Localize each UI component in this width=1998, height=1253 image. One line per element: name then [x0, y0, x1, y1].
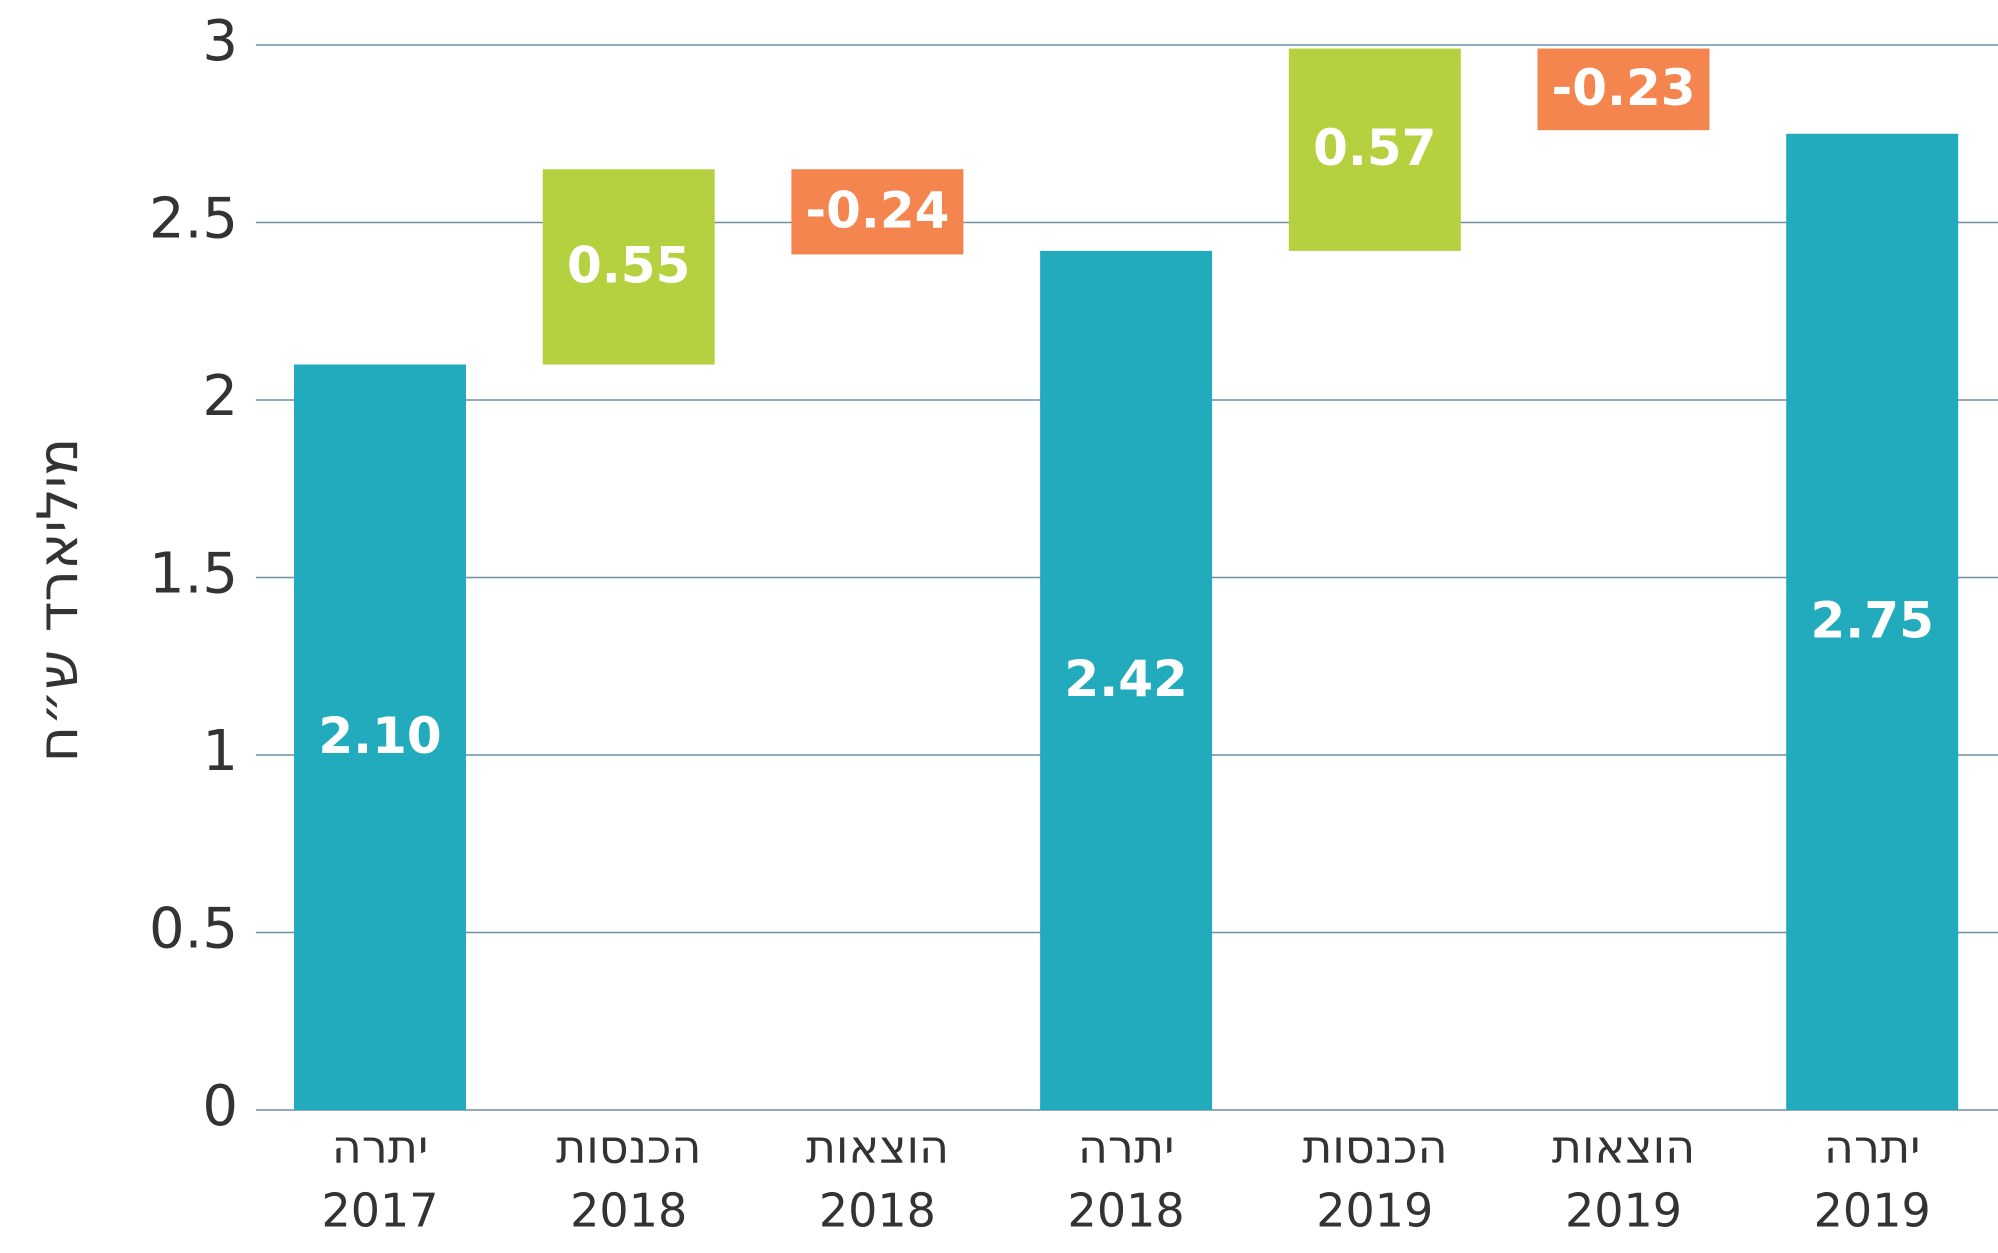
x-tick-label: 2018 — [819, 1184, 936, 1238]
x-tick-label: הכנסות — [1302, 1120, 1447, 1174]
x-tick-label: הוצאות — [1552, 1120, 1695, 1174]
x-tick-label: יתרה — [332, 1120, 429, 1174]
x-tick-label: 2018 — [1068, 1184, 1185, 1238]
y-tick-label: 1.5 — [149, 542, 238, 607]
bar — [1537, 48, 1710, 131]
x-tick-label: הוצאות — [806, 1120, 949, 1174]
x-tick-label: 2019 — [1565, 1184, 1682, 1238]
x-tick-label: 2019 — [1316, 1184, 1433, 1238]
x-tick-label: יתרה — [1824, 1120, 1921, 1174]
y-tick-label: 1 — [202, 719, 238, 784]
value-label: 0.55 — [567, 236, 690, 294]
value-label: -0.24 — [805, 181, 949, 239]
y-axis-label: מיליארד ש״ח — [26, 438, 91, 763]
y-tick-label: 2 — [202, 364, 238, 429]
value-label: 0.57 — [1313, 119, 1436, 177]
x-tick-label: 2018 — [570, 1184, 687, 1238]
value-label: 2.10 — [318, 707, 441, 765]
bar — [1040, 250, 1213, 1110]
x-tick-label: 2019 — [1814, 1184, 1931, 1238]
value-label: -0.23 — [1551, 59, 1695, 117]
y-tick-label: 2.5 — [149, 187, 238, 252]
bar — [1786, 133, 1959, 1110]
y-tick-label: 0.5 — [149, 897, 238, 962]
value-label: 2.42 — [1064, 650, 1187, 708]
bar — [294, 364, 466, 1110]
y-tick-label: 0 — [202, 1074, 238, 1139]
bar — [791, 169, 964, 255]
x-tick-label: הכנסות — [556, 1120, 701, 1174]
x-tick-label: 2017 — [321, 1184, 438, 1238]
y-tick-label: 3 — [202, 9, 238, 74]
x-tick-label: יתרה — [1078, 1120, 1175, 1174]
value-label: 2.75 — [1811, 591, 1934, 649]
bar — [542, 169, 715, 365]
bar — [1288, 48, 1461, 251]
